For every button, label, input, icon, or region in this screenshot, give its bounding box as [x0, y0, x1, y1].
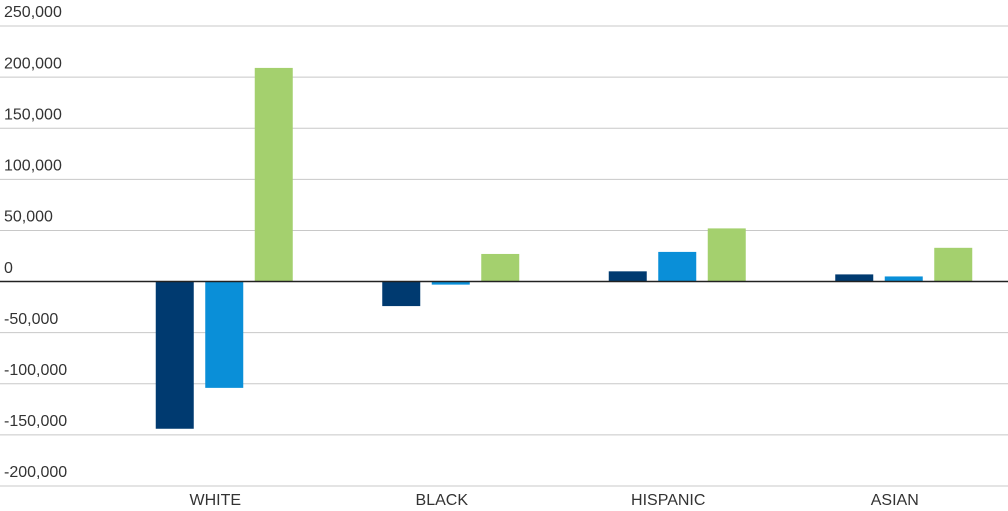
bar — [835, 274, 874, 282]
y-tick-label: 0 — [4, 260, 13, 277]
bar — [934, 247, 973, 282]
bar — [382, 281, 421, 307]
bar — [884, 276, 923, 282]
y-tick-label: -100,000 — [4, 362, 67, 379]
bar — [254, 67, 293, 282]
y-tick-label: 200,000 — [4, 55, 62, 72]
y-tick-label: 100,000 — [4, 158, 62, 175]
bar — [707, 228, 746, 282]
bar — [481, 253, 520, 282]
y-tick-label: 150,000 — [4, 106, 62, 123]
bar — [608, 271, 647, 282]
y-tick-label: -50,000 — [4, 311, 58, 328]
y-tick-label: 250,000 — [4, 4, 62, 21]
x-tick-label: BLACK — [416, 492, 469, 509]
bar — [205, 281, 244, 388]
y-tick-label: 50,000 — [4, 209, 53, 226]
bar — [658, 251, 697, 282]
x-tick-label: HISPANIC — [631, 492, 705, 509]
x-tick-label: WHITE — [189, 492, 241, 509]
bar — [431, 281, 470, 285]
y-tick-label: -200,000 — [4, 464, 67, 481]
bar — [155, 281, 194, 429]
x-tick-label: ASIAN — [871, 492, 919, 509]
y-tick-label: -150,000 — [4, 413, 67, 430]
